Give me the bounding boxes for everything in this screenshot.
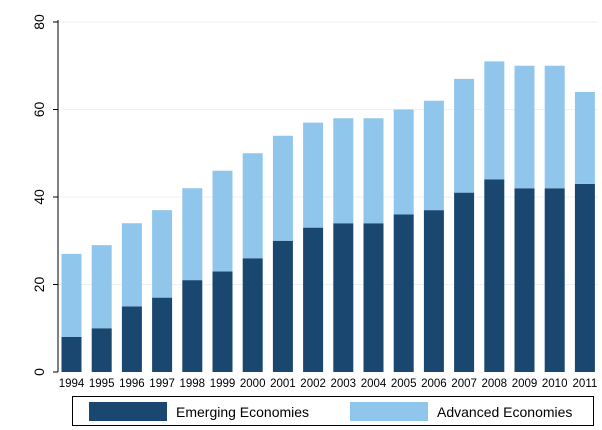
legend: Emerging Economies Advanced Economies [72, 396, 594, 426]
x-tick-label: 2007 [451, 378, 477, 390]
bar-advanced-2009 [514, 65, 535, 189]
bar-emerging-2004 [363, 223, 384, 372]
legend-label-emerging: Emerging Economies [176, 403, 310, 420]
bar-advanced-2007 [454, 78, 475, 193]
x-tick-label: 2001 [270, 378, 296, 390]
legend-entry-advanced: Advanced Economies [350, 402, 572, 421]
bar-advanced-2000 [242, 153, 263, 259]
bar-emerging-2003 [333, 223, 354, 372]
x-tick-label: 2009 [512, 378, 538, 390]
bar-emerging-1994 [61, 337, 82, 372]
bar-emerging-2005 [393, 214, 414, 372]
stacked-bar-chart: 0 20 40 60 80 1994 1995 1996 1997 1998 1999 2000 20… [31, 14, 598, 390]
x-tick-label: 1995 [89, 378, 115, 390]
y-tick-label: 0 [31, 368, 47, 376]
bar-advanced-2002 [303, 122, 324, 228]
bar-advanced-2004 [363, 118, 384, 224]
bar-advanced-1996 [121, 223, 142, 307]
bar-emerging-2006 [423, 210, 444, 372]
x-tick-label: 1997 [149, 378, 175, 390]
legend-swatch-advanced [350, 402, 428, 421]
bar-emerging-2002 [303, 227, 324, 372]
x-tick-label: 2011 [573, 378, 598, 390]
x-axis-labels: 1994 1995 1996 1997 1998 1999 2000 2001 2002 2003… [59, 378, 598, 390]
gridlines [58, 21, 598, 285]
bar-emerging-1998 [182, 280, 203, 372]
bar-advanced-2001 [272, 135, 293, 241]
x-tick-label: 2000 [240, 378, 266, 390]
bar-emerging-2009 [514, 188, 535, 372]
bar-emerging-2011 [574, 183, 595, 372]
x-tick-label: 2010 [542, 378, 568, 390]
bar-advanced-2005 [393, 109, 414, 215]
bars [61, 61, 595, 372]
bar-emerging-1996 [121, 306, 142, 372]
x-tick-label: 2004 [361, 378, 387, 390]
y-tick-label: 60 [31, 102, 47, 118]
bar-advanced-2011 [574, 92, 595, 184]
x-tick-label: 1996 [119, 378, 145, 390]
bar-advanced-1995 [91, 245, 112, 329]
bar-advanced-1994 [61, 253, 82, 337]
legend-entry-emerging: Emerging Economies [89, 402, 309, 421]
bar-advanced-1999 [212, 170, 233, 272]
bar-advanced-1997 [152, 210, 173, 298]
x-tick-label: 2006 [421, 378, 447, 390]
bar-advanced-2008 [484, 61, 505, 180]
bar-advanced-2003 [333, 118, 354, 224]
legend-label-advanced: Advanced Economies [437, 403, 573, 420]
y-tick-label: 80 [31, 14, 47, 30]
bar-emerging-2000 [242, 258, 263, 372]
y-tick-label: 20 [31, 277, 47, 293]
x-tick-label: 2003 [331, 378, 357, 390]
x-tick-label: 2002 [300, 378, 326, 390]
bar-emerging-1999 [212, 271, 233, 372]
x-tick-label: 2005 [391, 378, 417, 390]
x-tick-label: 1994 [59, 378, 85, 390]
bar-advanced-1998 [182, 188, 203, 281]
bar-advanced-2006 [423, 100, 444, 211]
y-tick-label: 40 [31, 189, 47, 205]
x-tick-label: 2008 [482, 378, 508, 390]
bar-emerging-2008 [484, 179, 505, 372]
x-tick-label: 1999 [210, 378, 236, 390]
x-tick-label: 1998 [180, 378, 206, 390]
bar-emerging-2010 [544, 188, 565, 372]
bar-advanced-2010 [544, 65, 565, 189]
bar-emerging-2007 [454, 192, 475, 372]
legend-swatch-emerging [89, 402, 167, 421]
bar-emerging-1995 [91, 328, 112, 372]
bar-emerging-1997 [152, 297, 173, 372]
bar-emerging-2001 [272, 240, 293, 372]
y-axis: 0 20 40 60 80 [31, 14, 59, 376]
